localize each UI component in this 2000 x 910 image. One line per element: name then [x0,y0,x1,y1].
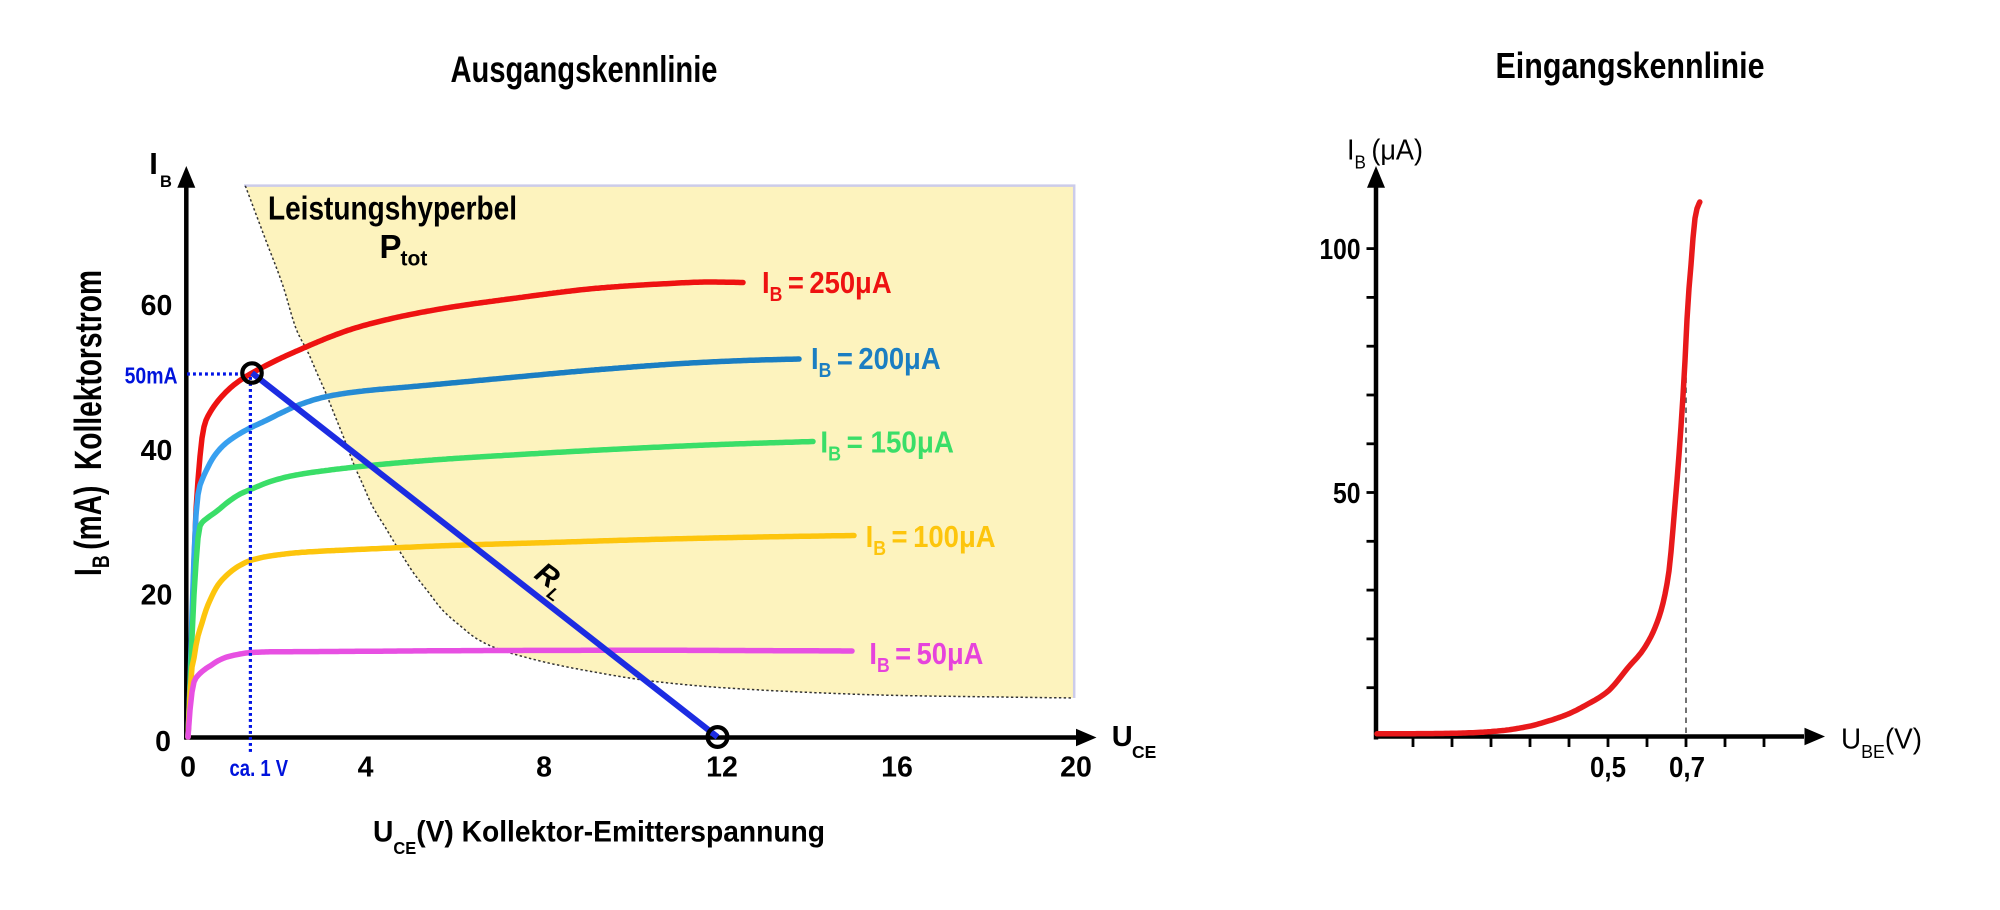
svg-text:50: 50 [1333,478,1361,510]
svg-text:IB = 250μA: IB = 250μA [762,265,892,306]
svg-text:I: I [149,146,158,181]
svg-text:tot: tot [401,248,428,271]
svg-text:Eingangskennlinie: Eingangskennlinie [1496,45,1765,86]
svg-text:12: 12 [706,752,738,784]
svg-text:0: 0 [155,726,171,758]
svg-text:0,5: 0,5 [1590,752,1626,784]
svg-text:100: 100 [1320,234,1361,266]
svg-text:50mA: 50mA [125,363,178,389]
svg-text:CE: CE [1132,742,1156,762]
svg-text:0: 0 [180,752,196,784]
svg-text:16: 16 [881,752,913,784]
svg-text:60: 60 [141,290,173,322]
svg-text:P: P [380,228,402,265]
svg-text:IB = 200μA: IB = 200μA [811,341,941,382]
svg-text:Ausgangskennlinie: Ausgangskennlinie [451,49,718,90]
svg-text:IB (mA) Kollektorstrom: IB (mA) Kollektorstrom [68,270,115,576]
svg-text:IB = 150μA: IB = 150μA [820,424,954,465]
svg-text:20: 20 [141,580,173,612]
svg-text:IB = 100μA: IB = 100μA [866,519,996,560]
svg-text:8: 8 [536,752,552,784]
svg-text:U: U [1112,721,1133,753]
svg-text:40: 40 [141,435,173,467]
svg-text:0,7: 0,7 [1669,752,1705,784]
svg-text:4: 4 [358,752,374,784]
svg-text:IB (μA): IB (μA) [1347,135,1423,173]
svg-text:20: 20 [1060,752,1092,784]
svg-text:B: B [160,173,172,191]
svg-text:ca. 1 V: ca. 1 V [230,755,289,781]
svg-text:Leistungshyperbel: Leistungshyperbel [268,190,517,227]
